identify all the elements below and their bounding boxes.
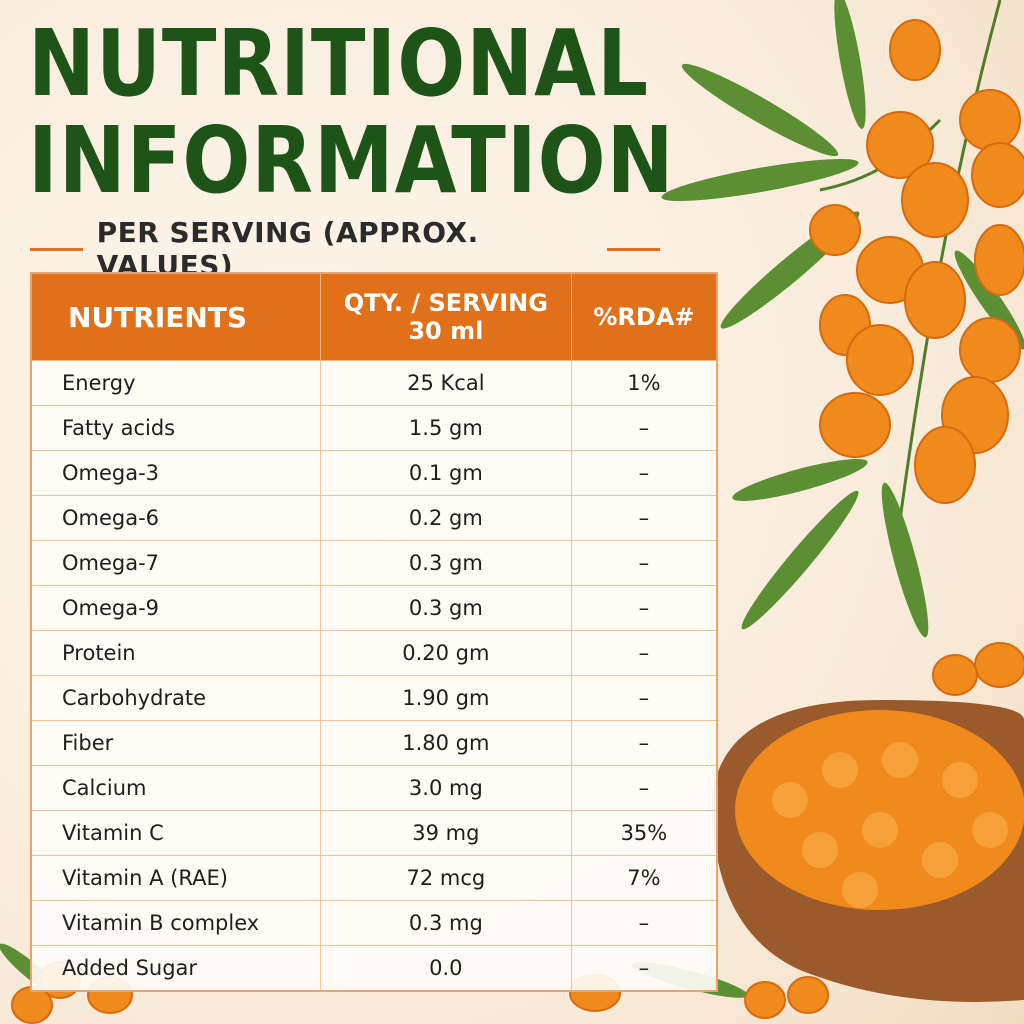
table-row: Carbohydrate 1.90 gm – <box>30 675 718 721</box>
berries <box>11 19 1024 1024</box>
table-cell: – <box>570 900 718 946</box>
header-row: NUTRIENTS QTY. / SERVING 30 ml %RDA# <box>30 272 718 361</box>
table-cell: – <box>570 585 718 631</box>
table-cell: Vitamin C <box>30 810 321 856</box>
header-text: NUTRIENTS <box>68 300 248 334</box>
header-text: QTY. / SERVING <box>343 289 548 317</box>
table-cell: Omega-9 <box>30 585 321 631</box>
table-cell: – <box>570 720 718 766</box>
title-line: INFORMATION <box>28 106 675 214</box>
table-body: Energy 25 Kcal 1% Fatty acids 1.5 gm – Omega-3… <box>30 360 718 992</box>
table-row: Omega-3 0.1 gm – <box>30 450 718 496</box>
table-cell: – <box>570 450 718 496</box>
table-row: Vitamin B complex 0.3 mg – <box>30 900 718 946</box>
table-cell: Protein <box>30 630 321 676</box>
table-row: Vitamin A (RAE) 72 mcg 7% <box>30 855 718 901</box>
table-cell: – <box>570 945 718 992</box>
table-cell: Vitamin B complex <box>30 900 321 946</box>
table-cell: Fatty acids <box>30 405 321 451</box>
table-cell: Vitamin A (RAE) <box>30 855 321 901</box>
table-cell: 1.90 gm <box>319 675 572 721</box>
table-cell: 0.20 gm <box>319 630 572 676</box>
column-header: NUTRIENTS <box>30 272 321 361</box>
table-row: Energy 25 Kcal 1% <box>30 360 718 406</box>
table-cell: 0.0 <box>319 945 572 992</box>
table-cell: 0.1 gm <box>319 450 572 496</box>
header-text: %RDA# <box>593 303 695 331</box>
table-cell: – <box>570 540 718 586</box>
table-cell: 7% <box>570 855 718 901</box>
table-cell: – <box>570 765 718 811</box>
table-row: Omega-6 0.2 gm – <box>30 495 718 541</box>
table-cell: 0.3 mg <box>319 900 572 946</box>
table-cell: Energy <box>30 360 321 406</box>
bowl-berry-highlights <box>772 742 1008 908</box>
table-cell: 0.3 gm <box>319 540 572 586</box>
title-line: NUTRITIONAL <box>28 9 650 117</box>
table-cell: – <box>570 630 718 676</box>
table-cell: Added Sugar <box>30 945 321 992</box>
table-cell: Omega-6 <box>30 495 321 541</box>
table-row: Omega-7 0.3 gm – <box>30 540 718 586</box>
header-text: 30 ml <box>408 317 484 345</box>
table-cell: 1% <box>570 360 718 406</box>
table-cell: 0.2 gm <box>319 495 572 541</box>
table-cell: 25 Kcal <box>319 360 572 406</box>
table-row: Omega-9 0.3 gm – <box>30 585 718 631</box>
table-cell: 72 mcg <box>319 855 572 901</box>
table-row: Vitamin C 39 mg 35% <box>30 810 718 856</box>
table-cell: 0.3 gm <box>319 585 572 631</box>
table-row: Added Sugar 0.0– <box>30 945 718 992</box>
nutrition-table: NUTRIENTS QTY. / SERVING 30 ml %RDA# Energy… <box>30 272 718 992</box>
table-cell: Carbohydrate <box>30 675 321 721</box>
table-cell: 3.0 mg <box>319 765 572 811</box>
rule <box>30 247 83 251</box>
table-cell: Fiber <box>30 720 321 766</box>
table-row: Calcium 3.0 mg – <box>30 765 718 811</box>
table-row: Protein 0.20 gm – <box>30 630 718 676</box>
table-cell: 1.80 gm <box>319 720 572 766</box>
table-cell: – <box>570 675 718 721</box>
table-cell: 39 mg <box>319 810 572 856</box>
table-cell: – <box>570 495 718 541</box>
rule <box>607 247 660 251</box>
table-cell: 1.5 gm <box>319 405 572 451</box>
column-header: %RDA# <box>570 272 718 361</box>
table-cell: – <box>570 405 718 451</box>
column-header: QTY. / SERVING 30 ml <box>319 272 572 361</box>
table-cell: Calcium <box>30 765 321 811</box>
table-row: Fiber 1.80 gm – <box>30 720 718 766</box>
table-cell: Omega-3 <box>30 450 321 496</box>
table-cell: 35% <box>570 810 718 856</box>
table-cell: Omega-7 <box>30 540 321 586</box>
table-row: Fatty acids 1.5 gm – <box>30 405 718 451</box>
